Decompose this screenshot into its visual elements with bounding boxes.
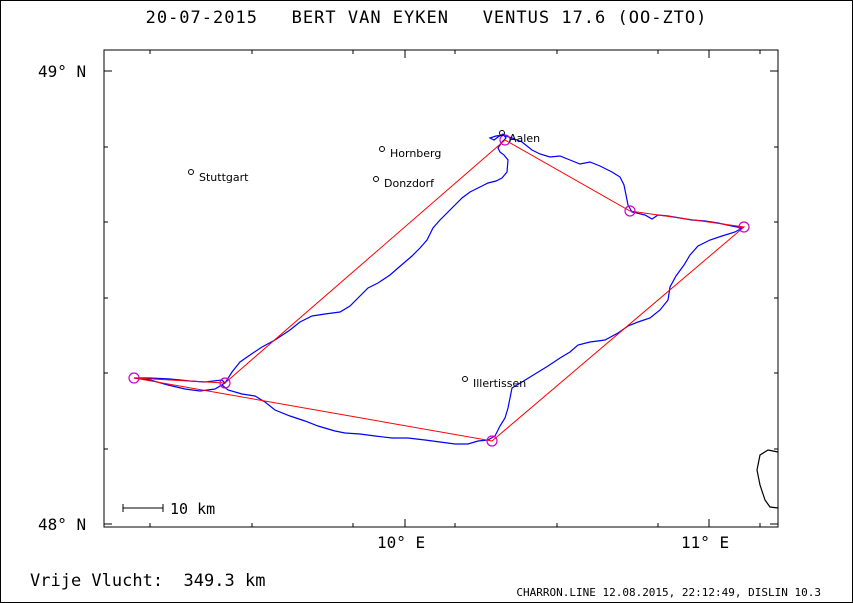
city-label: Hornberg: [390, 147, 441, 160]
city-dot: [373, 176, 379, 182]
turnpoint-1: [219, 377, 231, 389]
city-donzdorf: Donzdorf: [373, 176, 435, 190]
city-label: Stuttgart: [199, 171, 249, 184]
pilot-name: BERT VAN EYKEN: [291, 8, 449, 28]
city-dot: [499, 130, 505, 136]
turnpoint-4: [738, 221, 750, 233]
lon-label-10: 10° E: [377, 533, 426, 552]
footer-info: CHARRON.LINE 12.08.2015, 22:12:49, DISLI…: [516, 586, 821, 599]
turnpoint-2: [499, 134, 511, 146]
lat-ticks-left: [104, 70, 112, 525]
scale-bar: [122, 504, 164, 512]
city-illertissen: Illertissen: [462, 376, 526, 390]
task-line: [133, 139, 746, 442]
city-markers: Stuttgart Hornberg Donzdorf Aalen Illert…: [188, 130, 540, 390]
city-hornberg: Hornberg: [379, 146, 441, 160]
border-line: [756, 449, 779, 509]
lon-ticks-top: [149, 50, 761, 58]
glider-name: VENTUS 17.6 (OO-ZTO): [482, 8, 708, 28]
lon-label-11: 11° E: [681, 533, 730, 552]
distance-label: Vrije Vlucht:: [30, 571, 164, 591]
map-border: [103, 49, 779, 528]
lat-label-48: 48° N: [38, 515, 87, 534]
city-stuttgart: Stuttgart: [188, 169, 249, 184]
city-dot: [188, 169, 194, 175]
city-dot: [462, 376, 468, 382]
turnpoint-start: [128, 372, 140, 384]
lat-ticks-right: [770, 70, 778, 525]
city-label: Donzdorf: [384, 177, 435, 190]
turnpoint-3: [624, 205, 636, 217]
scale-label: 10 km: [170, 500, 216, 518]
flight-title: 20-07-2015 BERT VAN EYKEN VENTUS 17.6 (O…: [0, 8, 853, 28]
city-label: Aalen: [509, 132, 540, 145]
distance-value: 349.3 km: [183, 571, 266, 591]
lat-label-49: 49° N: [38, 62, 87, 81]
city-aalen: Aalen: [499, 130, 540, 145]
free-flight-distance: Vrije Vlucht: 349.3 km: [30, 571, 265, 591]
lon-ticks-bottom: [149, 519, 761, 527]
city-dot: [379, 146, 385, 152]
city-label: Illertissen: [473, 377, 526, 390]
turnpoint-5: [486, 435, 498, 447]
turnpoints: [128, 134, 750, 447]
flight-date: 20-07-2015: [145, 8, 258, 28]
